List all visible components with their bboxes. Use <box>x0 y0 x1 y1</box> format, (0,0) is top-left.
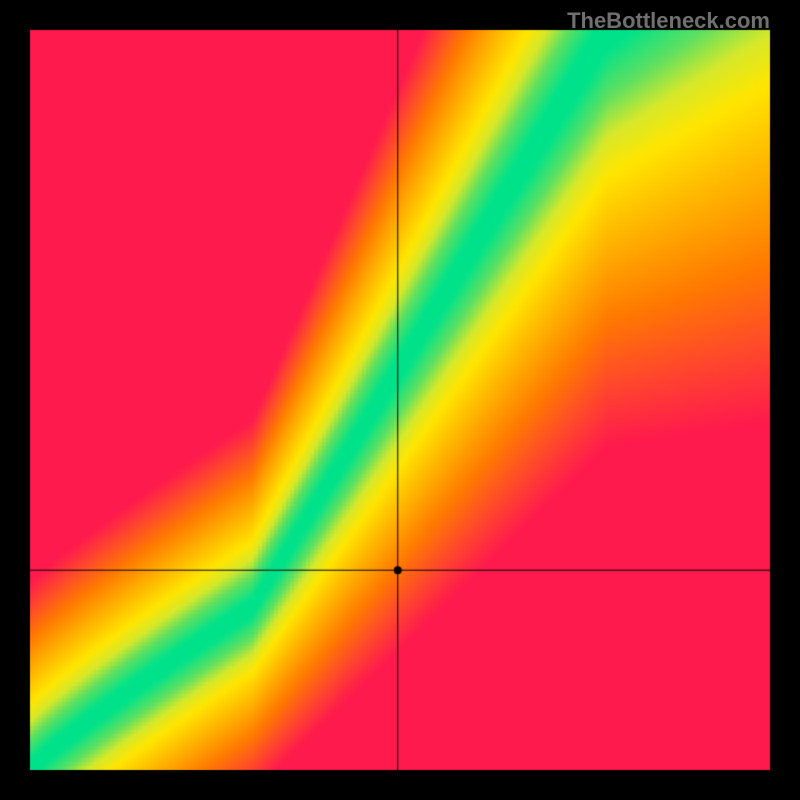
figure-frame: TheBottleneck.com <box>0 0 800 800</box>
bottleneck-heatmap <box>0 0 800 800</box>
watermark-text: TheBottleneck.com <box>567 8 770 34</box>
